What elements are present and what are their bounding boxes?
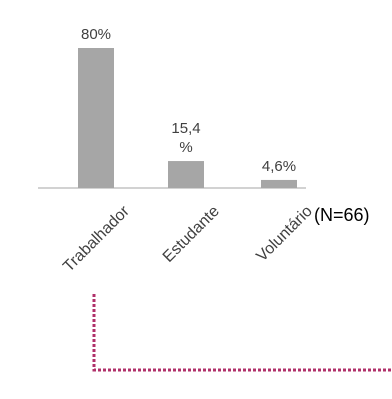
bar-trabalhador <box>78 48 114 188</box>
bar-estudante <box>168 161 204 188</box>
value-label-voluntario: 4,6% <box>262 158 296 175</box>
bar-voluntario <box>261 179 297 188</box>
dotted-connector-line <box>92 294 392 372</box>
value-label-trabalhador: 80% <box>81 26 111 43</box>
category-label-voluntario: Voluntário <box>253 203 315 265</box>
value-labels-group: 80% 15,4 % 4,6% <box>81 26 296 175</box>
value-label-estudante: 15,4% <box>171 120 200 156</box>
category-label-estudante: Estudante <box>160 203 223 266</box>
category-labels-group: Trabalhador Estudante Voluntário <box>60 202 316 275</box>
bars-group <box>78 48 297 188</box>
category-label-trabalhador: Trabalhador <box>60 202 133 275</box>
sample-size-note: (N=66) <box>314 205 370 225</box>
